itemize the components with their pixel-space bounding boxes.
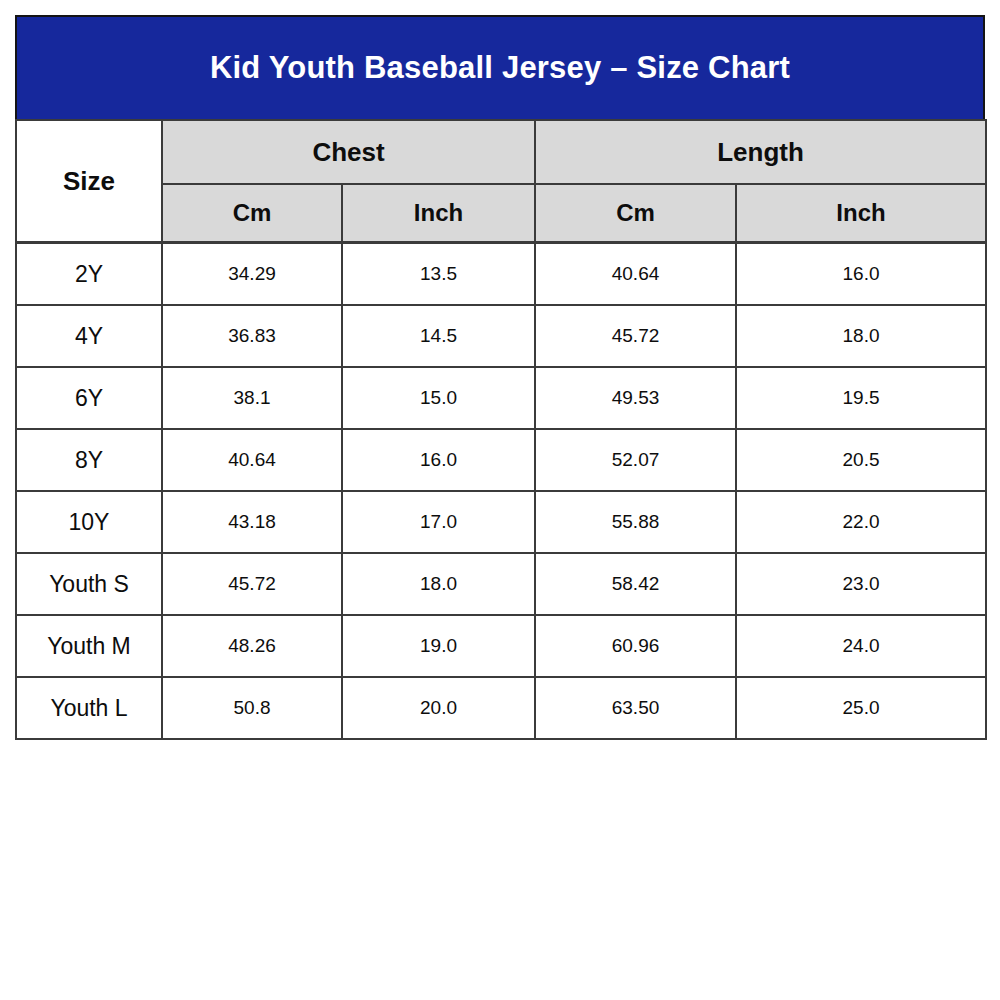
length-inch-cell: 18.0 <box>736 305 986 367</box>
size-cell: 2Y <box>16 243 162 306</box>
length-cm-cell: 40.64 <box>535 243 736 306</box>
table-row: 8Y 40.64 16.0 52.07 20.5 <box>16 429 986 491</box>
chest-inch-cell: 15.0 <box>342 367 535 429</box>
size-cell: Youth S <box>16 553 162 615</box>
page-title: Kid Youth Baseball Jersey – Size Chart <box>210 50 790 86</box>
length-group-header: Length <box>535 120 986 184</box>
chest-cm-cell: 34.29 <box>162 243 342 306</box>
chest-cm-cell: 38.1 <box>162 367 342 429</box>
length-cm-cell: 63.50 <box>535 677 736 739</box>
chest-cm-cell: 50.8 <box>162 677 342 739</box>
length-inch-cell: 19.5 <box>736 367 986 429</box>
chest-inch-cell: 18.0 <box>342 553 535 615</box>
length-cm-cell: 60.96 <box>535 615 736 677</box>
size-cell: Youth M <box>16 615 162 677</box>
table-row: Youth L 50.8 20.0 63.50 25.0 <box>16 677 986 739</box>
chest-group-header: Chest <box>162 120 535 184</box>
chest-inch-cell: 13.5 <box>342 243 535 306</box>
chest-cm-header: Cm <box>162 184 342 243</box>
length-cm-cell: 58.42 <box>535 553 736 615</box>
chest-cm-cell: 45.72 <box>162 553 342 615</box>
table-row: Youth S 45.72 18.0 58.42 23.0 <box>16 553 986 615</box>
chest-cm-cell: 36.83 <box>162 305 342 367</box>
table-row: 2Y 34.29 13.5 40.64 16.0 <box>16 243 986 306</box>
table-row: 4Y 36.83 14.5 45.72 18.0 <box>16 305 986 367</box>
chest-cm-cell: 40.64 <box>162 429 342 491</box>
size-cell: 6Y <box>16 367 162 429</box>
length-inch-cell: 22.0 <box>736 491 986 553</box>
sub-header-row: Cm Inch Cm Inch <box>16 184 986 243</box>
chest-inch-cell: 20.0 <box>342 677 535 739</box>
title-banner: Kid Youth Baseball Jersey – Size Chart <box>15 15 985 119</box>
size-chart-table: Size Chest Length Cm Inch Cm Inch 2Y 34.… <box>15 119 987 740</box>
length-inch-cell: 20.5 <box>736 429 986 491</box>
table-row: Youth M 48.26 19.0 60.96 24.0 <box>16 615 986 677</box>
chest-cm-cell: 43.18 <box>162 491 342 553</box>
chest-inch-cell: 17.0 <box>342 491 535 553</box>
length-inch-cell: 25.0 <box>736 677 986 739</box>
length-cm-cell: 55.88 <box>535 491 736 553</box>
length-inch-cell: 24.0 <box>736 615 986 677</box>
length-cm-cell: 52.07 <box>535 429 736 491</box>
length-inch-header: Inch <box>736 184 986 243</box>
page: Kid Youth Baseball Jersey – Size Chart S… <box>0 0 1000 1000</box>
size-cell: 8Y <box>16 429 162 491</box>
length-inch-cell: 23.0 <box>736 553 986 615</box>
size-cell: Youth L <box>16 677 162 739</box>
size-cell: 4Y <box>16 305 162 367</box>
table-body: 2Y 34.29 13.5 40.64 16.0 4Y 36.83 14.5 4… <box>16 243 986 740</box>
group-header-row: Size Chest Length <box>16 120 986 184</box>
length-cm-cell: 49.53 <box>535 367 736 429</box>
table-header: Size Chest Length Cm Inch Cm Inch <box>16 120 986 243</box>
chest-cm-cell: 48.26 <box>162 615 342 677</box>
length-inch-cell: 16.0 <box>736 243 986 306</box>
length-cm-header: Cm <box>535 184 736 243</box>
chest-inch-header: Inch <box>342 184 535 243</box>
table-row: 6Y 38.1 15.0 49.53 19.5 <box>16 367 986 429</box>
chest-inch-cell: 16.0 <box>342 429 535 491</box>
length-cm-cell: 45.72 <box>535 305 736 367</box>
chest-inch-cell: 14.5 <box>342 305 535 367</box>
chest-inch-cell: 19.0 <box>342 615 535 677</box>
size-column-header: Size <box>16 120 162 243</box>
size-cell: 10Y <box>16 491 162 553</box>
table-row: 10Y 43.18 17.0 55.88 22.0 <box>16 491 986 553</box>
